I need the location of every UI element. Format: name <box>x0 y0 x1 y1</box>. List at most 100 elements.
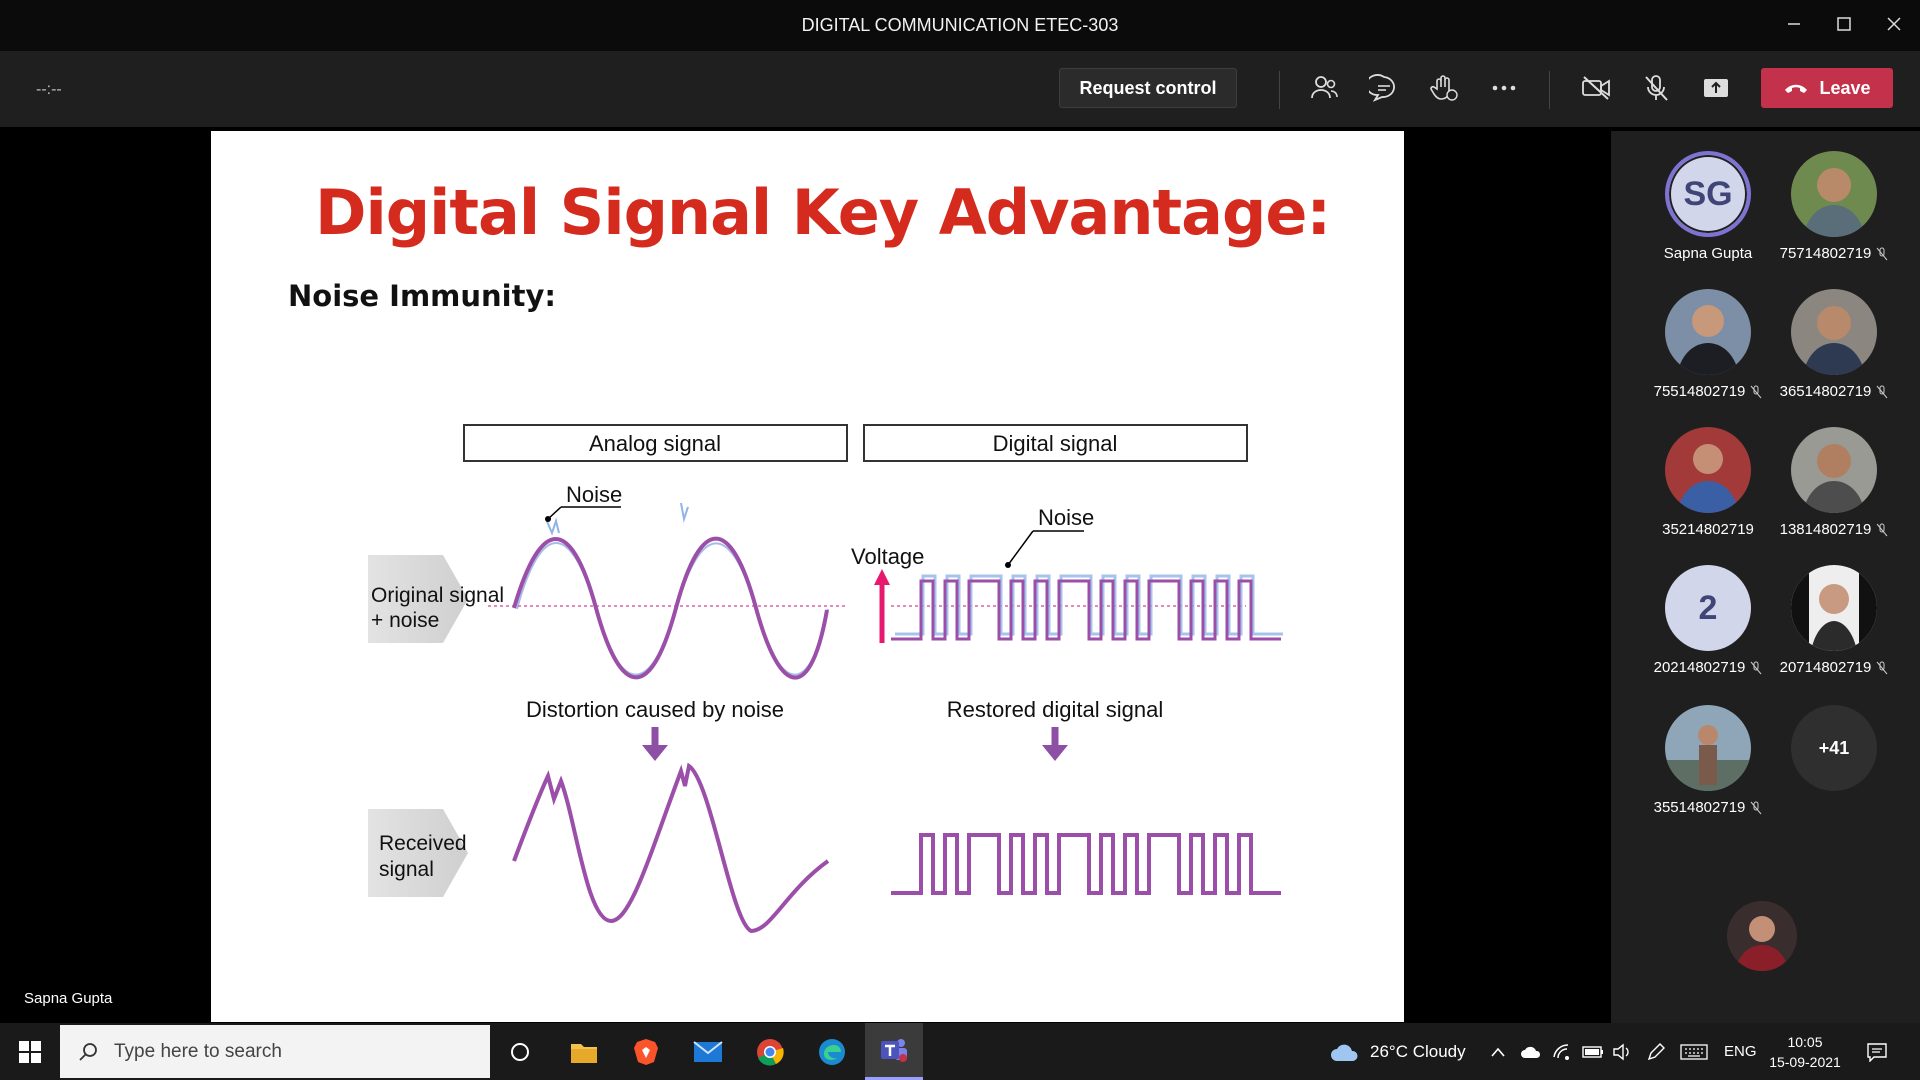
noise-label-analog: Noise <box>566 482 622 507</box>
down-arrow-head <box>1042 745 1068 761</box>
mic-off-icon <box>1645 75 1668 101</box>
hang-up-icon <box>1785 84 1808 93</box>
task-view-button[interactable] <box>491 1023 549 1080</box>
original-signal-label-1: Original signal <box>371 584 504 607</box>
taskbar-chrome[interactable] <box>741 1023 799 1080</box>
avatar <box>1791 427 1877 513</box>
share-button[interactable] <box>1693 65 1739 111</box>
participant-tile[interactable]: 35514802719 <box>1648 705 1768 835</box>
volume-tray-icon[interactable] <box>1612 1023 1632 1080</box>
restored-label: Restored digital signal <box>947 697 1163 722</box>
brave-browser-icon <box>634 1038 658 1065</box>
window-title: DIGITAL COMMUNICATION ETEC-303 <box>801 15 1119 35</box>
more-participants-count: +41 <box>1791 705 1877 791</box>
minimize-icon <box>1788 23 1800 25</box>
participant-tile[interactable]: 2 20214802719 <box>1648 565 1768 695</box>
down-arrow-head <box>642 745 668 761</box>
participant-name: 20714802719 <box>1754 659 1914 676</box>
reactions-button[interactable] <box>1421 65 1467 111</box>
received-signal-label-2: signal <box>379 858 434 881</box>
taskbar-search-box[interactable]: Type here to search <box>60 1025 490 1078</box>
search-placeholder: Type here to search <box>114 1040 282 1062</box>
self-video-preview[interactable] <box>1727 901 1797 971</box>
avatar: 2 <box>1665 565 1751 651</box>
onedrive-tray-icon[interactable] <box>1520 1023 1542 1080</box>
avatar: SG <box>1665 151 1751 237</box>
close-button[interactable] <box>1870 8 1918 40</box>
slide-subtitle: Noise Immunity: <box>288 279 556 313</box>
cortana-icon <box>511 1042 529 1061</box>
participants-button[interactable] <box>1301 65 1347 111</box>
received-signal-label-1: Received <box>379 832 467 855</box>
participant-tile[interactable]: 36514802719 <box>1774 289 1894 419</box>
taskbar-clock[interactable]: 10:05 15-09-2021 <box>1760 1032 1850 1072</box>
language-indicator[interactable]: ENG <box>1724 1043 1757 1060</box>
clock-date: 15-09-2021 <box>1769 1054 1841 1070</box>
participant-tile[interactable]: 75514802719 <box>1648 289 1768 419</box>
mic-off-icon <box>1876 661 1888 674</box>
original-signal-label-2: + noise <box>371 609 439 632</box>
toolbar-divider <box>1549 71 1550 109</box>
digital-header-box <box>863 424 1248 462</box>
participant-name: 13814802719 <box>1754 521 1914 538</box>
participant-name: 36514802719 <box>1754 383 1914 400</box>
camera-toggle-button[interactable] <box>1573 65 1619 111</box>
avatar <box>1665 289 1751 375</box>
participant-tile[interactable]: 75714802719 <box>1774 151 1894 281</box>
tray-chevron[interactable] <box>1490 1023 1506 1080</box>
shared-slide: Digital Signal Key Advantage: Noise Immu… <box>211 131 1404 1022</box>
mic-off-icon <box>1750 661 1762 674</box>
camera-off-icon <box>1582 76 1610 100</box>
leave-label: Leave <box>1819 77 1871 98</box>
participant-tile[interactable]: 20714802719 <box>1774 565 1894 695</box>
slide-title: Digital Signal Key Advantage: <box>315 176 1331 249</box>
participant-tile[interactable]: 13814802719 <box>1774 427 1894 557</box>
chat-button[interactable] <box>1361 65 1407 111</box>
meeting-toolbar: --:-- Request control Leave <box>0 51 1920 127</box>
leave-button[interactable]: Leave <box>1761 68 1893 108</box>
battery-tray-icon[interactable] <box>1582 1023 1604 1080</box>
noise-spike <box>680 502 689 523</box>
mic-off-icon <box>1876 385 1888 398</box>
analog-received-wave <box>512 762 830 934</box>
avatar <box>1665 427 1751 513</box>
clock-time: 10:05 <box>1787 1034 1823 1050</box>
notifications-button[interactable] <box>1866 1023 1888 1080</box>
noise-spike <box>545 517 560 536</box>
start-button[interactable] <box>0 1023 60 1080</box>
taskbar-brave[interactable] <box>617 1023 675 1080</box>
people-icon <box>1311 76 1338 99</box>
digital-restored-wave <box>891 833 1281 895</box>
keyboard-tray-icon[interactable] <box>1680 1023 1708 1080</box>
cloud-icon <box>1331 1044 1358 1061</box>
participant-name: 75514802719 <box>1628 383 1788 400</box>
minimize-button[interactable] <box>1770 8 1818 40</box>
avatar <box>1665 705 1751 791</box>
more-participants-tile[interactable]: +41 <box>1774 705 1894 835</box>
pen-tray-icon[interactable] <box>1646 1023 1666 1080</box>
analog-header-label: Analog signal <box>589 431 721 456</box>
presenter-name: Sapna Gupta <box>24 990 113 1007</box>
participant-tile[interactable]: SG Sapna Gupta <box>1648 151 1768 281</box>
raise-hand-icon <box>1430 75 1458 101</box>
taskbar-file-explorer[interactable] <box>555 1023 613 1080</box>
analog-header-box <box>463 424 848 462</box>
teams-icon <box>881 1039 907 1062</box>
participant-name: 20214802719 <box>1628 659 1788 676</box>
request-control-button[interactable]: Request control <box>1059 68 1237 108</box>
chevron-up-icon <box>1491 1047 1505 1057</box>
network-tray-icon[interactable] <box>1552 1023 1572 1080</box>
more-actions-button[interactable] <box>1481 65 1527 111</box>
folder-icon <box>571 1043 597 1063</box>
taskbar-edge[interactable] <box>803 1023 861 1080</box>
participant-name: 35514802719 <box>1628 799 1788 816</box>
mic-toggle-button[interactable] <box>1633 65 1679 111</box>
participant-name: Sapna Gupta <box>1663 245 1753 262</box>
taskbar-teams[interactable] <box>865 1023 923 1080</box>
maximize-button[interactable] <box>1820 8 1868 40</box>
participant-tile[interactable]: 35214802719 <box>1648 427 1768 557</box>
analog-original-wave <box>512 536 829 680</box>
taskbar-mail[interactable] <box>679 1023 737 1080</box>
battery-icon <box>1582 1045 1603 1058</box>
weather-widget[interactable]: 26°C Cloudy <box>1330 1023 1466 1080</box>
